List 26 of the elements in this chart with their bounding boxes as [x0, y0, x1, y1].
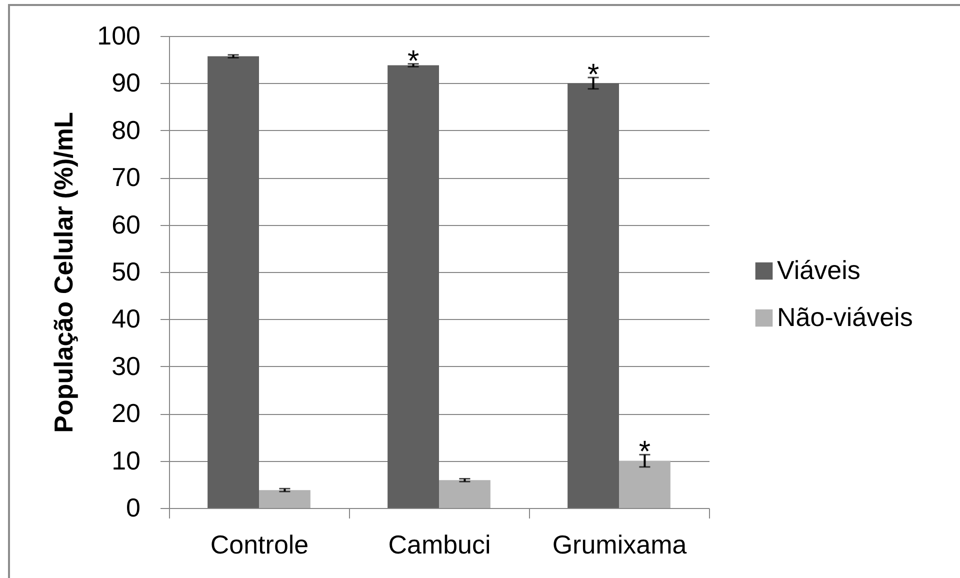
y-tick-label: 20	[112, 398, 140, 428]
annotation: *	[638, 436, 651, 469]
y-tick-label: 40	[112, 304, 140, 334]
y-tick-label: 80	[112, 114, 140, 145]
y-tick-label: 10	[112, 445, 140, 476]
bar	[568, 83, 619, 508]
x-tick-label: Cambuci	[388, 530, 491, 560]
x-tick-label: Grumixama	[552, 530, 688, 560]
bar	[439, 480, 490, 508]
y-tick-label: 0	[126, 492, 140, 522]
x-tick-label: Controle	[210, 530, 309, 560]
bar	[619, 460, 670, 508]
bar	[208, 56, 259, 508]
annotation: *	[407, 44, 420, 78]
bar	[388, 65, 439, 508]
y-tick-label: 90	[112, 68, 140, 98]
bar	[259, 490, 310, 508]
y-tick-label: 50	[112, 256, 140, 286]
y-axis-title: População Celular (%)/mL	[48, 112, 78, 433]
y-tick-label: 30	[112, 350, 140, 381]
y-tick-label: 60	[112, 209, 140, 240]
y-tick-label: 100	[97, 20, 140, 50]
legend-label: Viáveis	[777, 255, 860, 285]
annotation: *	[587, 58, 600, 92]
y-tick-label: 70	[112, 162, 140, 192]
legend-label: Não-viáveis	[777, 302, 913, 332]
